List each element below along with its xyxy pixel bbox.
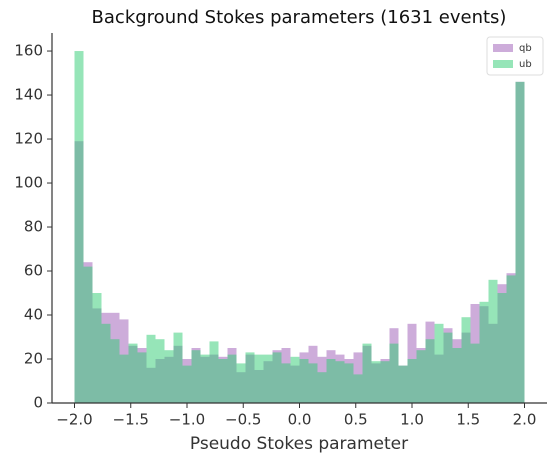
histogram-bar	[299, 359, 309, 403]
histogram-bar	[182, 365, 192, 403]
y-tick-label: 120	[14, 130, 43, 148]
legend: qb ub	[486, 36, 544, 76]
histogram-bar	[461, 317, 471, 403]
histogram-bar	[146, 334, 156, 403]
legend-swatch	[493, 60, 513, 68]
histogram-bar	[119, 354, 129, 403]
y-tick-label: 80	[24, 218, 43, 236]
x-tick-label: −1.0	[169, 411, 205, 429]
x-tick-label: −0.5	[225, 411, 261, 429]
chart-title: Background Stokes parameters (1631 event…	[92, 7, 507, 28]
histogram-bar	[128, 343, 138, 403]
histogram-bar	[452, 348, 462, 403]
y-tick-label: 60	[24, 262, 43, 280]
histogram-bar	[371, 361, 381, 403]
histogram-bar	[209, 341, 219, 403]
histogram-bar	[101, 323, 111, 403]
histogram-bar	[353, 374, 363, 403]
histogram-bar	[137, 352, 147, 403]
histogram-bar	[272, 352, 282, 403]
histogram-bar	[326, 359, 336, 403]
histogram-bar	[317, 372, 327, 403]
histogram-bar	[425, 339, 435, 403]
x-tick-label: 1.5	[456, 411, 480, 429]
y-tick-label: 20	[24, 350, 43, 368]
histogram-bar	[74, 51, 84, 403]
legend-box	[486, 36, 544, 76]
x-tick-label: 0.0	[288, 411, 312, 429]
histogram-bar	[254, 354, 264, 403]
x-tick-label: −1.5	[113, 411, 149, 429]
y-tick-label: 140	[14, 86, 43, 104]
histogram-bar	[515, 81, 525, 403]
histogram-bar	[416, 350, 426, 403]
histogram-bar	[155, 339, 165, 403]
x-tick-label: 0.5	[344, 411, 368, 429]
histogram-bar	[110, 339, 120, 403]
histogram-bar	[200, 354, 210, 403]
histogram-bar	[164, 350, 174, 403]
histogram-bar	[263, 354, 273, 403]
y-tick-label: 160	[14, 42, 43, 60]
y-tick-label: 0	[33, 394, 43, 412]
x-tick-label: −2.0	[56, 411, 92, 429]
histogram-bar	[173, 332, 183, 403]
legend-label: qb	[519, 43, 532, 54]
y-tick-label: 40	[24, 306, 43, 324]
histogram-bar	[506, 275, 516, 403]
histogram-bar	[335, 361, 345, 403]
histogram-bar	[362, 343, 372, 403]
histogram-bar	[344, 363, 354, 403]
histogram-bar	[308, 363, 318, 403]
histogram-bar	[407, 359, 417, 403]
histogram-bar	[434, 323, 444, 403]
x-axis-label: Pseudo Stokes parameter	[190, 434, 408, 454]
histogram-bar	[245, 352, 255, 403]
histogram-bar	[470, 343, 480, 403]
histogram-bar	[83, 266, 93, 403]
histogram-bar	[479, 301, 489, 403]
histogram-bar	[191, 350, 201, 403]
x-tick-label: 1.0	[400, 411, 424, 429]
legend-swatch	[493, 44, 513, 52]
histogram-bar	[497, 293, 507, 403]
histogram-bar	[398, 365, 408, 403]
histogram-bar	[281, 363, 291, 403]
histogram-bar	[380, 361, 390, 403]
y-tick-label: 100	[14, 174, 43, 192]
histogram-bar	[488, 279, 498, 403]
x-tick-label: 2.0	[513, 411, 537, 429]
histogram-bar	[389, 343, 399, 403]
histogram-bar	[92, 293, 102, 403]
histogram-bar	[443, 332, 453, 403]
legend-label: ub	[519, 59, 532, 70]
histogram-bar	[236, 363, 246, 403]
histogram-bar	[227, 354, 237, 403]
histogram-bar	[218, 359, 228, 403]
histogram-bar	[290, 356, 300, 403]
